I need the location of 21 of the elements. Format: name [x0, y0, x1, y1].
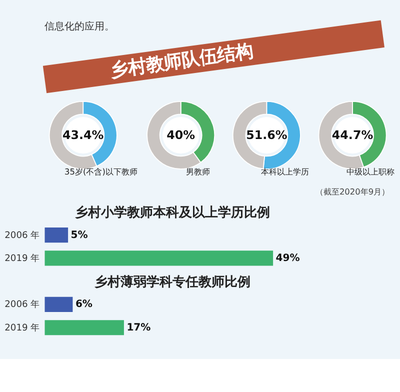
data-label: 43.4% — [62, 128, 104, 142]
data-label: 40% — [166, 128, 196, 142]
slice-label: 本科以上学历 — [260, 166, 309, 176]
data-label: 49% — [276, 252, 300, 264]
text: 信息化的应用。 — [44, 20, 115, 32]
text: （截至2020年9月） — [315, 186, 390, 197]
data-label: 6% — [75, 299, 92, 310]
data-label: 51.6% — [246, 128, 288, 142]
y-tick-label: 2006 年 — [4, 230, 40, 241]
data-label: 17% — [126, 322, 151, 334]
text: 乡村薄弱学科专任教师比例 — [94, 274, 251, 290]
y-tick-label: 2006 年 — [4, 299, 40, 310]
data-label: 44.7% — [332, 128, 374, 142]
y-tick-label: 2019 年 — [4, 322, 40, 334]
chart-title: 乡村小学教师本科及以上学历比例 — [75, 204, 270, 220]
data-label: 5% — [70, 230, 88, 241]
y-tick-label: 2019 年 — [4, 252, 40, 264]
slice-label: 中级以上职称 — [346, 166, 395, 176]
slice-label: 35岁(不含)以下教师 — [64, 166, 138, 176]
slice-label: 男教师 — [186, 166, 210, 176]
text: 乡村教师队伍结构 — [108, 40, 254, 82]
